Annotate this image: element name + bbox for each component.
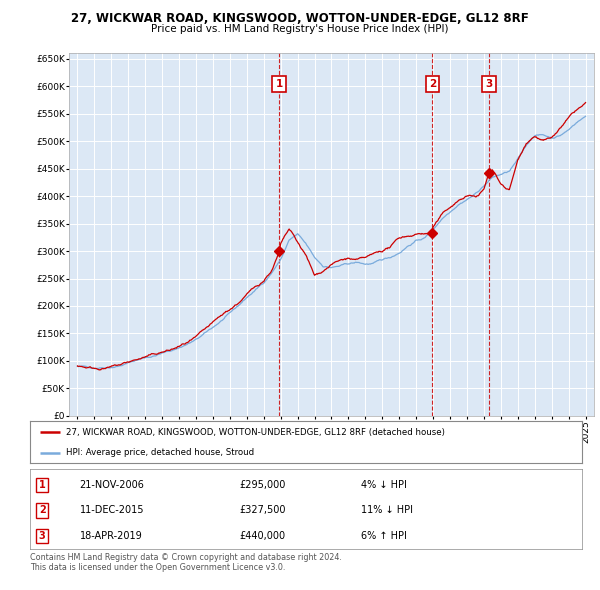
Text: £327,500: £327,500 [240,506,286,516]
Text: 1: 1 [39,480,46,490]
Text: 18-APR-2019: 18-APR-2019 [80,531,142,541]
Text: 2: 2 [39,506,46,516]
Text: Price paid vs. HM Land Registry's House Price Index (HPI): Price paid vs. HM Land Registry's House … [151,24,449,34]
Text: £440,000: £440,000 [240,531,286,541]
Text: 3: 3 [39,531,46,541]
Text: 27, WICKWAR ROAD, KINGSWOOD, WOTTON-UNDER-EDGE, GL12 8RF: 27, WICKWAR ROAD, KINGSWOOD, WOTTON-UNDE… [71,12,529,25]
Text: 4% ↓ HPI: 4% ↓ HPI [361,480,407,490]
Text: £295,000: £295,000 [240,480,286,490]
Text: Contains HM Land Registry data © Crown copyright and database right 2024.: Contains HM Land Registry data © Crown c… [30,553,342,562]
Text: 27, WICKWAR ROAD, KINGSWOOD, WOTTON-UNDER-EDGE, GL12 8RF (detached house): 27, WICKWAR ROAD, KINGSWOOD, WOTTON-UNDE… [66,428,445,437]
Text: This data is licensed under the Open Government Licence v3.0.: This data is licensed under the Open Gov… [30,563,286,572]
Text: 1: 1 [275,79,283,89]
Text: 11-DEC-2015: 11-DEC-2015 [80,506,144,516]
Text: 6% ↑ HPI: 6% ↑ HPI [361,531,407,541]
Text: 11% ↓ HPI: 11% ↓ HPI [361,506,413,516]
Text: 3: 3 [485,79,493,89]
Text: HPI: Average price, detached house, Stroud: HPI: Average price, detached house, Stro… [66,448,254,457]
Text: 21-NOV-2006: 21-NOV-2006 [80,480,145,490]
Text: 2: 2 [428,79,436,89]
